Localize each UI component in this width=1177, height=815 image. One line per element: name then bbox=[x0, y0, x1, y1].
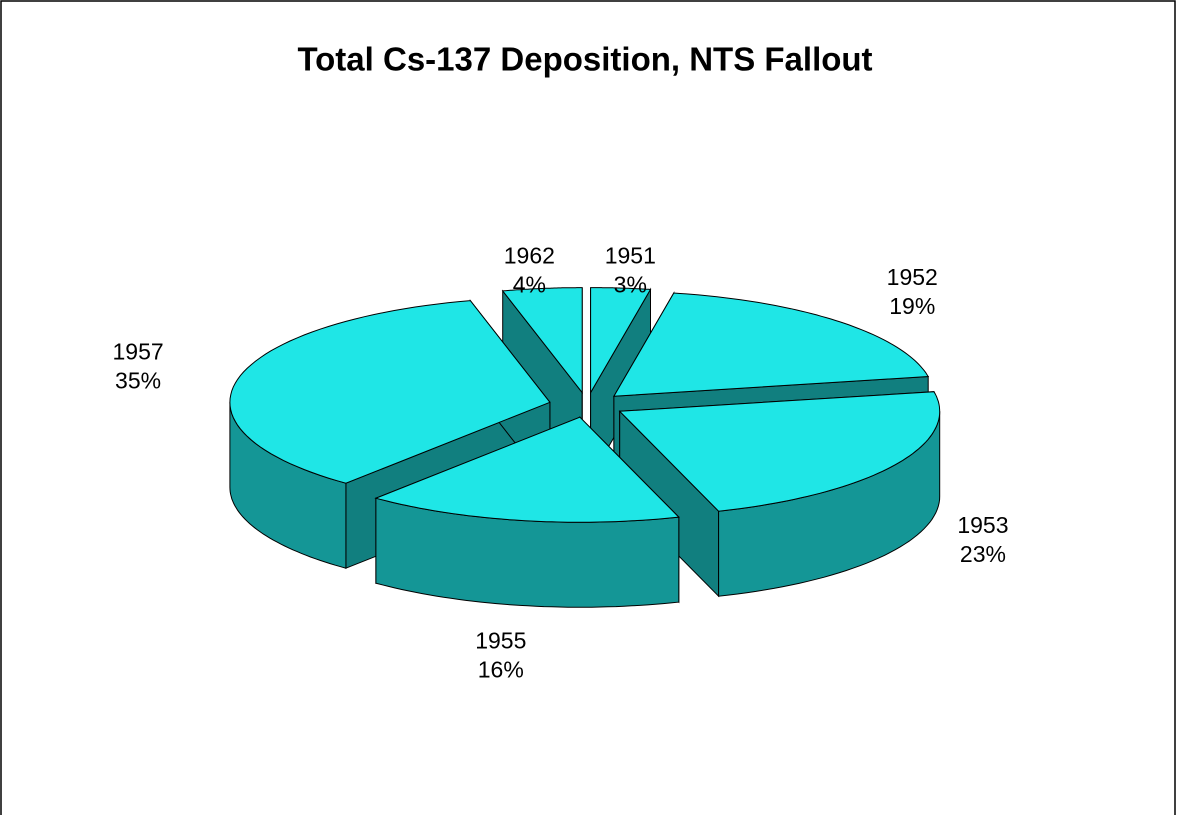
chart-title: Total Cs-137 Deposition, NTS Fallout bbox=[297, 41, 872, 78]
slice-top bbox=[229, 300, 551, 484]
slice-value-label: 35% bbox=[115, 367, 161, 393]
slice-category-label: 1957 bbox=[112, 338, 163, 364]
slice-top bbox=[374, 416, 680, 523]
slice-category-label: 1962 bbox=[504, 242, 555, 268]
slice-top bbox=[590, 287, 652, 395]
slice-value-label: 3% bbox=[614, 271, 647, 297]
slice-top bbox=[612, 292, 930, 397]
slice-category-label: 1952 bbox=[887, 264, 938, 290]
slice-value-label: 23% bbox=[960, 541, 1006, 567]
slice-value-label: 19% bbox=[889, 293, 935, 319]
slice-category-label: 1951 bbox=[605, 242, 656, 268]
slice-category-label: 1955 bbox=[475, 628, 526, 654]
slice-value-label: 4% bbox=[513, 271, 546, 297]
slice-value-label: 16% bbox=[478, 657, 524, 683]
slice-top bbox=[618, 391, 941, 512]
slice-category-label: 1953 bbox=[957, 512, 1008, 538]
slice-top bbox=[501, 287, 583, 395]
